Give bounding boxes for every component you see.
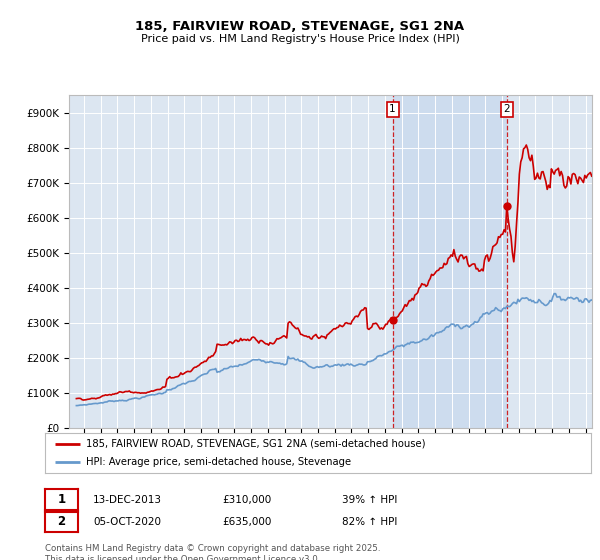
Text: Contains HM Land Registry data © Crown copyright and database right 2025.
This d: Contains HM Land Registry data © Crown c… — [45, 544, 380, 560]
Text: Price paid vs. HM Land Registry's House Price Index (HPI): Price paid vs. HM Land Registry's House … — [140, 34, 460, 44]
Text: 2: 2 — [58, 515, 65, 529]
Text: £310,000: £310,000 — [222, 494, 271, 505]
Text: 05-OCT-2020: 05-OCT-2020 — [93, 517, 161, 527]
Text: 185, FAIRVIEW ROAD, STEVENAGE, SG1 2NA: 185, FAIRVIEW ROAD, STEVENAGE, SG1 2NA — [136, 20, 464, 32]
Text: 1: 1 — [389, 104, 396, 114]
Text: £635,000: £635,000 — [222, 517, 271, 527]
Text: 82% ↑ HPI: 82% ↑ HPI — [342, 517, 397, 527]
Text: 39% ↑ HPI: 39% ↑ HPI — [342, 494, 397, 505]
Text: HPI: Average price, semi-detached house, Stevenage: HPI: Average price, semi-detached house,… — [86, 458, 351, 467]
Text: 2: 2 — [503, 104, 510, 114]
Text: 13-DEC-2013: 13-DEC-2013 — [93, 494, 162, 505]
Text: 185, FAIRVIEW ROAD, STEVENAGE, SG1 2NA (semi-detached house): 185, FAIRVIEW ROAD, STEVENAGE, SG1 2NA (… — [86, 439, 425, 449]
Text: 1: 1 — [58, 493, 65, 506]
Bar — [392, 95, 507, 428]
